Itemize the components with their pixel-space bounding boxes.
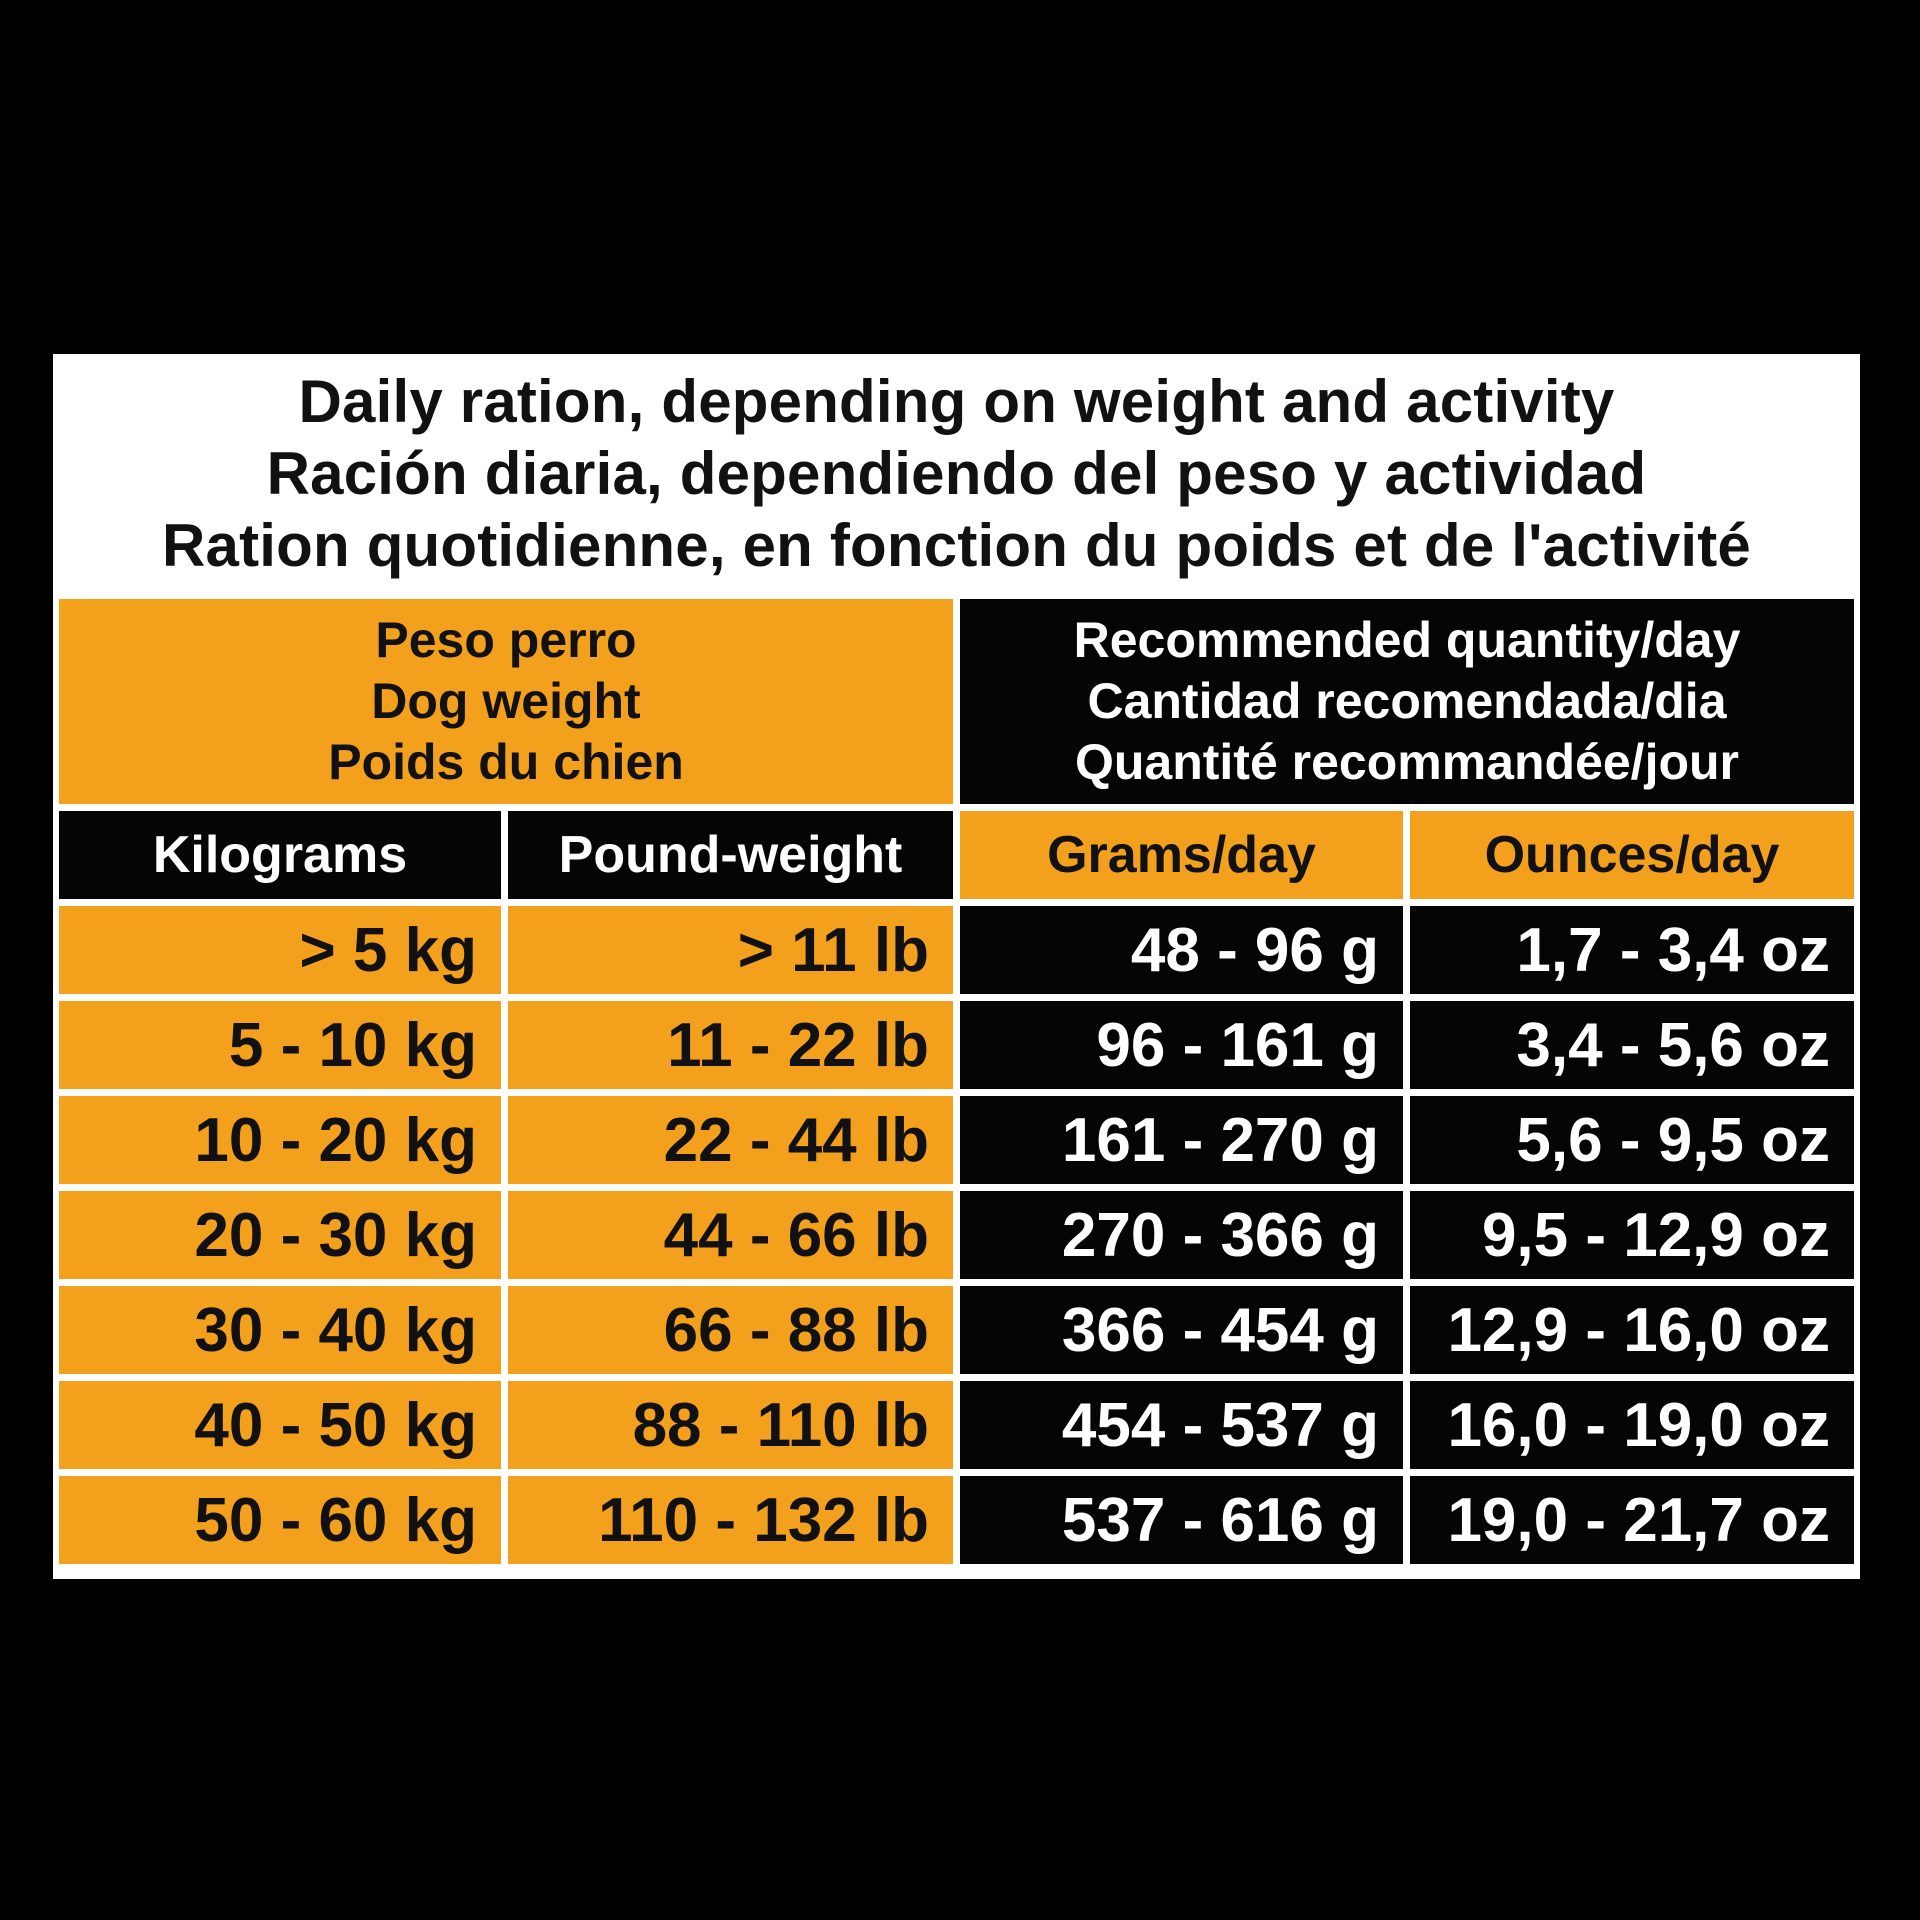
- table-cell-kilograms: 50 - 60 kg: [59, 1476, 501, 1564]
- title-line-fr: Ration quotidienne, en fonction du poids…: [161, 512, 1752, 579]
- table-cell-kilograms: 5 - 10 kg: [59, 1001, 501, 1089]
- table-cell-grams-per-day: 48 - 96 g: [960, 906, 1403, 994]
- column-header-grams-per-day: Grams/day: [960, 811, 1403, 899]
- table-cell-ounces-per-day: 1,7 - 3,4 oz: [1410, 906, 1854, 994]
- dog-weight-header-fr: Poids du chien: [328, 734, 684, 790]
- quantity-header-fr: Quantité recommandée/jour: [1074, 734, 1740, 790]
- table-cell-pound-weight: 66 - 88 lb: [508, 1286, 953, 1374]
- feeding-table-panel: Daily ration, depending on weight and ac…: [53, 354, 1860, 1579]
- column-header-ounces-per-day: Ounces/day: [1410, 811, 1854, 899]
- table-cell-ounces-per-day: 3,4 - 5,6 oz: [1410, 1001, 1854, 1089]
- dog-weight-group-header: Peso perro Dog weight Poids du chien: [59, 599, 953, 804]
- table-cell-ounces-per-day: 12,9 - 16,0 oz: [1410, 1286, 1854, 1374]
- table-cell-grams-per-day: 537 - 616 g: [960, 1476, 1403, 1564]
- dog-weight-header-es: Peso perro: [375, 612, 637, 668]
- table-cell-grams-per-day: 270 - 366 g: [960, 1191, 1403, 1279]
- table-cell-pound-weight: 44 - 66 lb: [508, 1191, 953, 1279]
- table-cell-pound-weight: 88 - 110 lb: [508, 1381, 953, 1469]
- table-cell-kilograms: 20 - 30 kg: [59, 1191, 501, 1279]
- table-cell-ounces-per-day: 19,0 - 21,7 oz: [1410, 1476, 1854, 1564]
- column-header-pound-weight: Pound-weight: [508, 811, 953, 899]
- table-cell-kilograms: 30 - 40 kg: [59, 1286, 501, 1374]
- table-title: Daily ration, depending on weight and ac…: [53, 354, 1860, 594]
- quantity-group-header: Recommended quantity/day Cantidad recome…: [960, 599, 1854, 804]
- table-cell-grams-per-day: 96 - 161 g: [960, 1001, 1403, 1089]
- table-cell-ounces-per-day: 5,6 - 9,5 oz: [1410, 1096, 1854, 1184]
- table-cell-kilograms: 40 - 50 kg: [59, 1381, 501, 1469]
- table-cell-pound-weight: 11 - 22 lb: [508, 1001, 953, 1089]
- title-line-es: Ración diaria, dependiendo del peso y ac…: [266, 440, 1647, 507]
- column-header-kilograms: Kilograms: [59, 811, 501, 899]
- table-cell-ounces-per-day: 16,0 - 19,0 oz: [1410, 1381, 1854, 1469]
- table-cell-grams-per-day: 161 - 270 g: [960, 1096, 1403, 1184]
- table-cell-pound-weight: > 11 lb: [508, 906, 953, 994]
- table-cell-pound-weight: 110 - 132 lb: [508, 1476, 953, 1564]
- table-cell-kilograms: > 5 kg: [59, 906, 501, 994]
- table-cell-kilograms: 10 - 20 kg: [59, 1096, 501, 1184]
- table-cell-grams-per-day: 454 - 537 g: [960, 1381, 1403, 1469]
- quantity-header-es: Cantidad recomendada/dia: [1087, 673, 1727, 729]
- table-cell-ounces-per-day: 9,5 - 12,9 oz: [1410, 1191, 1854, 1279]
- dog-weight-header-en: Dog weight: [371, 673, 641, 729]
- title-line-en: Daily ration, depending on weight and ac…: [298, 368, 1615, 435]
- quantity-header-en: Recommended quantity/day: [1073, 612, 1741, 668]
- table-cell-grams-per-day: 366 - 454 g: [960, 1286, 1403, 1374]
- table-cell-pound-weight: 22 - 44 lb: [508, 1096, 953, 1184]
